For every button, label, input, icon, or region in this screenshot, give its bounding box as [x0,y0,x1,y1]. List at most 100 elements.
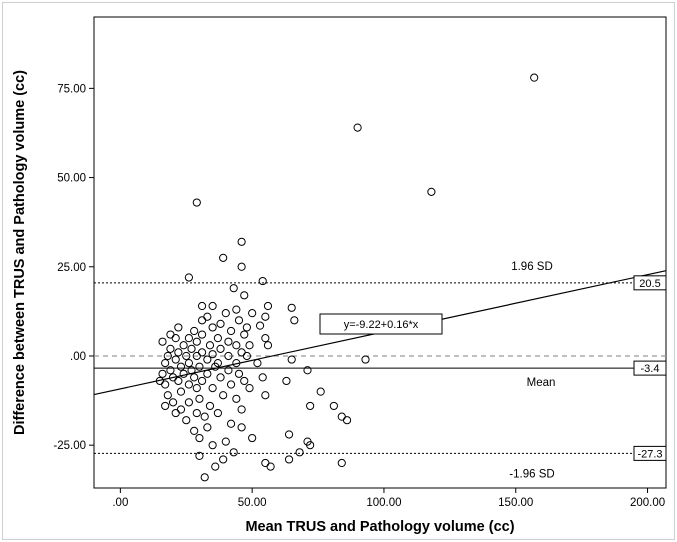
data-point [187,344,196,353]
data-point [237,262,246,271]
data-point [284,455,294,464]
data-point [237,423,246,432]
data-point [184,359,193,368]
y-tick-label: 50.00 [57,173,86,185]
data-point [174,323,183,332]
data-point [163,391,172,400]
data-point [192,351,201,361]
data-point [303,366,312,375]
x-tick-label: 150.00 [498,497,533,509]
reference-lines: 1.96 SD Mean -1.96 SD [94,261,666,480]
data-point [205,401,215,411]
data-point [219,253,228,262]
data-point [192,408,201,418]
data-point [174,348,183,357]
data-point [237,348,246,357]
data-point [208,441,217,450]
data-point [242,323,251,332]
data-point [171,355,180,364]
data-point [216,373,225,382]
data-point [158,369,167,378]
data-point [203,369,212,378]
data-point [195,394,204,403]
plot-area [93,16,667,489]
data-point [245,341,254,350]
data-point [174,376,183,386]
data-point [282,376,291,386]
data-point [192,383,201,393]
data-point [197,301,207,311]
data-point [190,426,199,436]
x-tick-label: 100.00 [366,497,401,509]
equation-label: y=-9.22+0.16*x [344,319,419,331]
data-point [245,383,254,393]
data-point [261,458,270,468]
x-tick-label: 50.00 [238,497,267,509]
y-tick-label: 25.00 [57,262,86,274]
data-point [295,448,304,457]
data-point [197,330,207,339]
data-point [161,380,170,389]
data-point [216,319,225,328]
data-point [248,433,257,443]
data-point [168,398,178,407]
data-point [161,401,170,411]
data-point [179,369,188,378]
data-point [287,355,296,364]
data-point [306,401,315,411]
data-point [211,362,220,371]
x-tick-label: .00 [112,497,128,509]
data-point [211,462,220,471]
data-point [240,330,249,339]
data-point [248,309,257,318]
data-point [197,316,207,325]
data-point [229,448,238,457]
data-point [221,309,230,318]
upper-loa-value-label: 20.5 [639,278,660,290]
lower-loa-value-box [633,445,667,461]
y-tick-label: -25.00 [53,440,86,452]
data-point [266,462,275,471]
data-point [530,73,539,82]
data-point [234,369,244,378]
data-point [208,350,217,359]
data-point [200,473,209,482]
data-point [329,401,338,411]
data-point [219,455,228,464]
data-point [158,337,167,346]
data-point [240,376,249,386]
data-point [224,366,233,375]
data-point [190,373,199,382]
equation-box [319,313,443,335]
data-point [163,351,172,361]
data-point [242,351,251,361]
data-point [190,326,199,336]
data-point [184,398,193,407]
line-value-boxes: 20.5 -3.4 -27.3 [633,275,667,461]
data-point [337,458,346,468]
lower-loa-label: -1.96 SD [509,468,554,480]
data-point [208,301,217,311]
data-point [195,451,204,460]
data-point [203,423,212,432]
data-point [166,366,175,375]
data-point [261,334,270,343]
data-point [176,405,186,414]
data-point [192,337,201,346]
x-tick-label: 200.00 [630,497,665,509]
data-point [200,412,209,421]
data-point [197,376,207,386]
data-point [284,430,294,439]
data-point [205,341,215,350]
data-point [208,383,217,393]
data-point [263,341,273,350]
data-point [287,303,296,312]
data-point [237,237,246,246]
data-point [179,341,188,350]
upper-loa-value-box [633,275,667,291]
data-point [208,323,217,332]
data-point [176,387,186,396]
data-point [263,301,273,311]
data-point [427,187,436,196]
